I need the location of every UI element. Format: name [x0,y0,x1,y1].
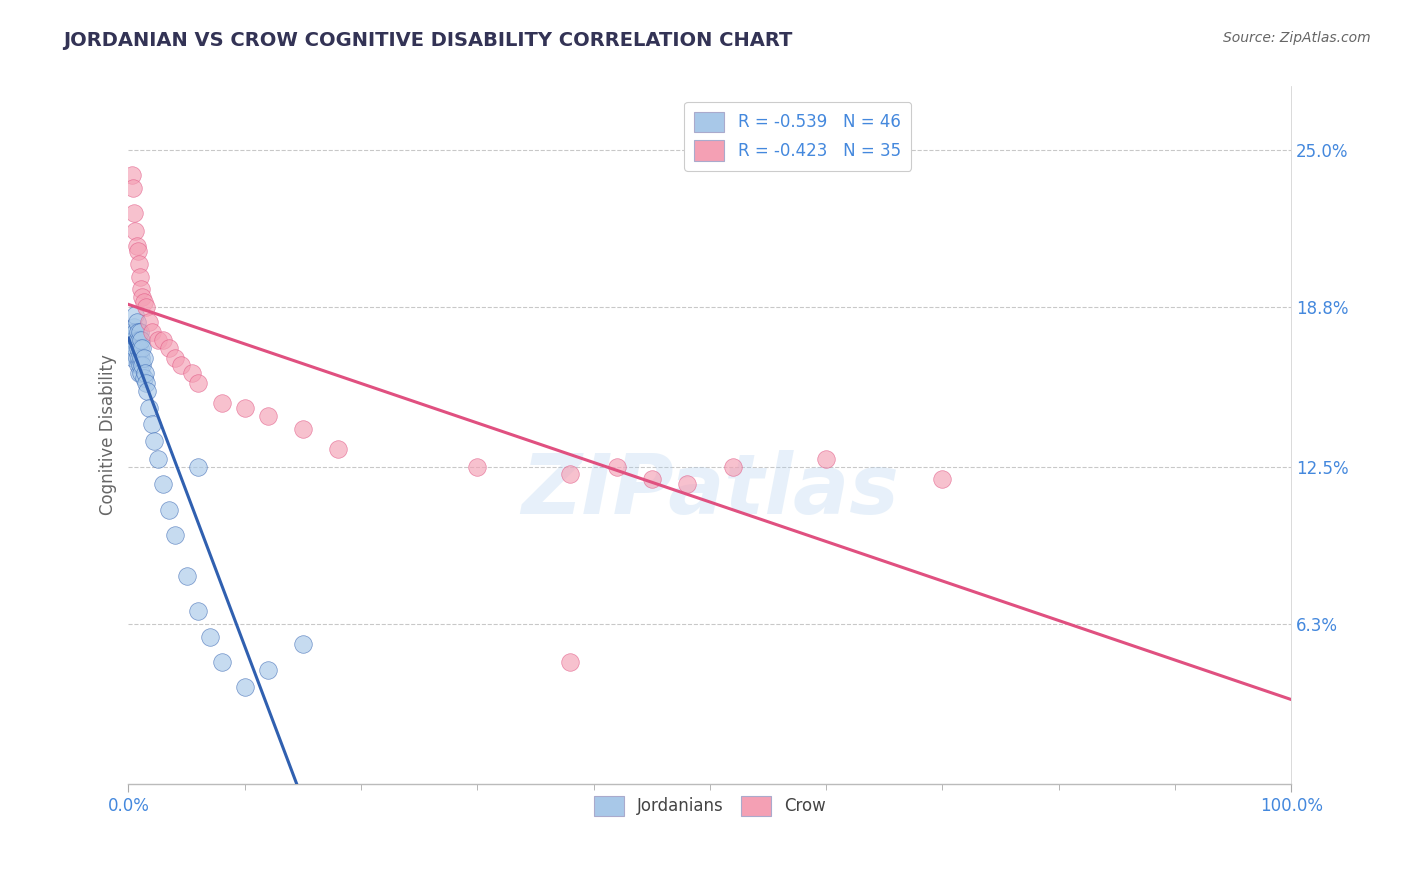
Point [131,341,153,355]
Point [121,168,143,182]
Point [124,308,146,322]
Point [641,472,664,486]
Point [129,351,152,365]
Point [128,257,150,271]
Point [134,366,156,380]
Point [122,341,145,355]
Point [187,459,209,474]
Point [129,366,152,380]
Point [163,351,186,365]
Point [170,359,193,373]
Point [138,315,160,329]
Point [146,333,169,347]
Point [163,528,186,542]
Point [129,341,152,355]
Point [135,376,157,390]
Point [135,300,157,314]
Point [128,333,150,347]
Point [125,239,148,253]
Point [257,663,280,677]
Point [211,396,233,410]
Point [143,434,166,449]
Point [187,376,209,390]
Point [233,681,256,695]
Point [129,282,152,296]
Point [120,333,142,347]
Point [176,569,198,583]
Point [127,359,149,373]
Point [121,326,143,340]
Point [291,637,314,651]
Point [146,452,169,467]
Point [129,333,152,347]
Y-axis label: Cognitive Disability: Cognitive Disability [100,355,117,516]
Point [124,224,146,238]
Point [129,269,152,284]
Point [233,401,256,416]
Point [675,477,697,491]
Point [136,384,159,398]
Legend: Jordanians, Crow: Jordanians, Crow [586,788,834,824]
Point [141,417,163,431]
Point [152,477,174,491]
Point [128,351,150,365]
Point [131,290,153,304]
Text: Source: ZipAtlas.com: Source: ZipAtlas.com [1223,31,1371,45]
Point [122,351,145,365]
Point [931,472,953,486]
Point [560,655,582,669]
Point [157,341,180,355]
Point [122,181,145,195]
Point [125,351,148,365]
Point [127,244,149,259]
Point [125,315,148,329]
Point [291,422,314,436]
Text: ZIPatlas: ZIPatlas [522,450,898,532]
Point [127,326,149,340]
Point [187,604,209,618]
Point [157,503,180,517]
Point [257,409,280,423]
Point [198,630,221,644]
Point [465,459,488,474]
Point [560,467,582,482]
Point [124,206,146,220]
Point [129,326,152,340]
Point [815,452,838,467]
Point [124,333,146,347]
Point [129,359,152,373]
Point [721,459,744,474]
Point [326,442,349,456]
Point [132,294,155,309]
Point [141,326,163,340]
Point [181,366,204,380]
Point [132,371,155,385]
Point [125,333,148,347]
Point [211,655,233,669]
Point [128,366,150,380]
Point [124,326,146,340]
Point [606,459,628,474]
Point [124,341,146,355]
Point [152,333,174,347]
Point [132,351,155,365]
Point [124,320,146,334]
Point [138,401,160,416]
Text: JORDANIAN VS CROW COGNITIVE DISABILITY CORRELATION CHART: JORDANIAN VS CROW COGNITIVE DISABILITY C… [63,31,793,50]
Point [127,341,149,355]
Point [131,359,153,373]
